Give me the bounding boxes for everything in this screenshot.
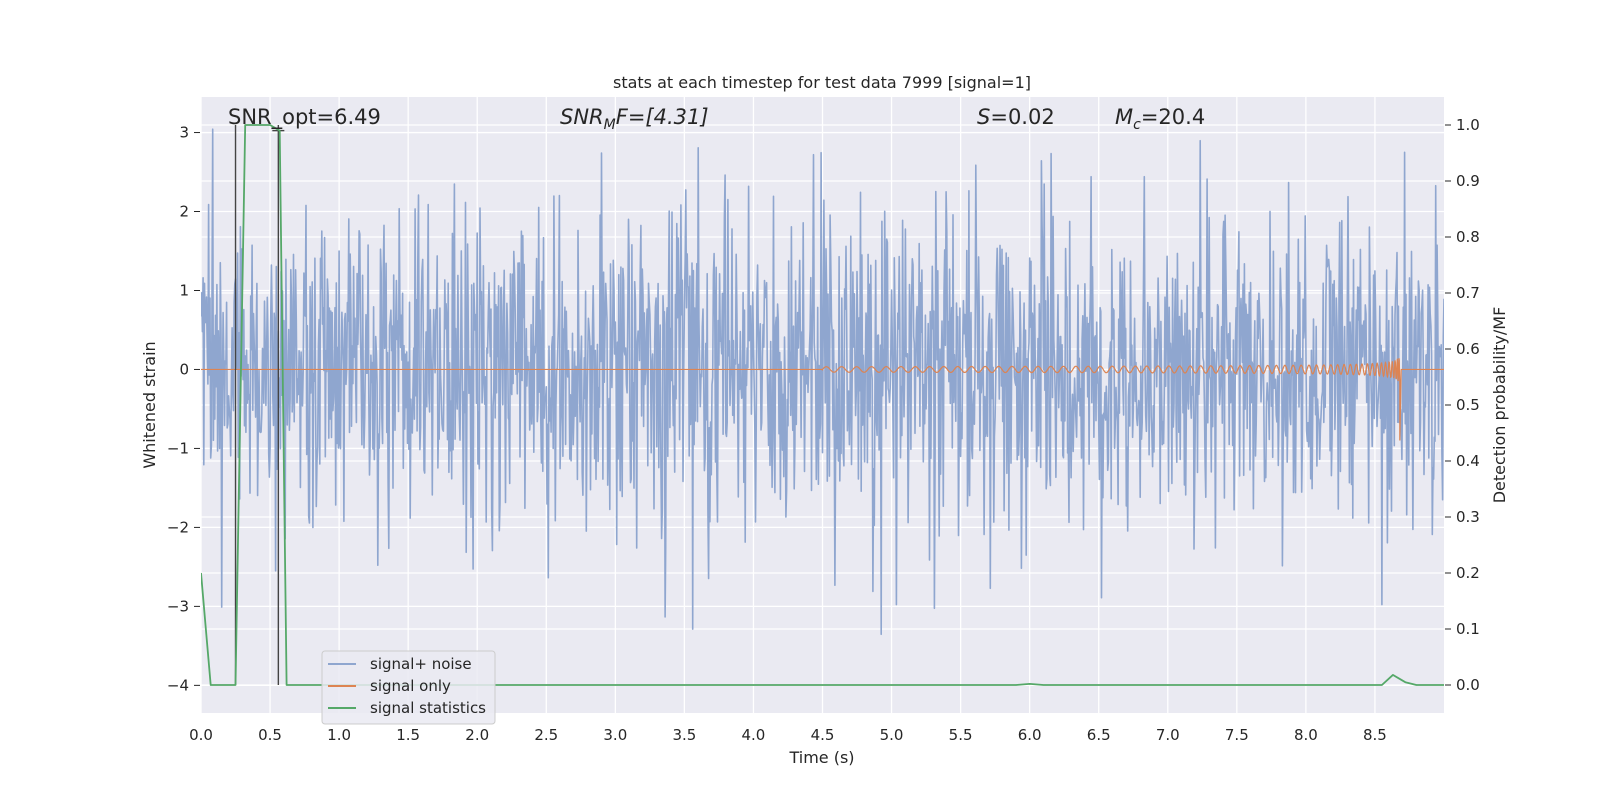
y-tick-label-left: 3 bbox=[179, 124, 189, 142]
legend-label-signal-only: signal only bbox=[370, 677, 451, 695]
x-tick-label: 5.0 bbox=[880, 726, 904, 744]
snr-mf-subscript: M bbox=[604, 117, 616, 133]
x-tick-label: 0.0 bbox=[189, 726, 213, 744]
x-tick-label: 4.0 bbox=[742, 726, 766, 744]
x-tick-label: 4.5 bbox=[811, 726, 835, 744]
y-tick-label-left: 1 bbox=[179, 281, 189, 299]
legend: signal+ noise signal only signal statist… bbox=[321, 650, 496, 725]
snr-mf-rest: F=[4.31] bbox=[616, 105, 709, 129]
x-tick-label: 1.0 bbox=[327, 726, 351, 744]
annotation-snr-mf: SNRMF=[4.31] bbox=[560, 105, 709, 133]
x-tick-label: 1.5 bbox=[396, 726, 420, 744]
y-tick-label-right: 0.5 bbox=[1456, 396, 1480, 414]
legend-label-signal-statistics: signal statistics bbox=[370, 699, 486, 717]
x-tick-label: 8.5 bbox=[1363, 726, 1387, 744]
y-tick-label-left: −3 bbox=[167, 597, 189, 615]
series-signal-only bbox=[201, 358, 1444, 441]
x-tick-label: 2.0 bbox=[465, 726, 489, 744]
s-value: =0.02 bbox=[990, 105, 1054, 129]
x-tick-label: 6.0 bbox=[1018, 726, 1042, 744]
x-tick-labels: 0.0 0.5 1.0 1.5 2.0 2.5 3.0 3.5 4.0 4.5 5.0 5.5 6.0 6… bbox=[189, 726, 1387, 744]
y-tick-label-right: 1.0 bbox=[1456, 116, 1480, 134]
y-tick-label-right: 0.2 bbox=[1456, 564, 1480, 582]
x-tick-label: 8.0 bbox=[1294, 726, 1318, 744]
left-y-tick-labels: −4 −3 −2 −1 0 1 2 3 bbox=[167, 124, 200, 694]
x-tick-label: 5.5 bbox=[949, 726, 973, 744]
mc-value: =20.4 bbox=[1141, 105, 1205, 129]
x-tick-label: 2.5 bbox=[534, 726, 558, 744]
y-tick-label-right: 0.4 bbox=[1456, 452, 1480, 470]
y-tick-label-right: 0.0 bbox=[1456, 676, 1480, 694]
series-signal-plus-noise bbox=[201, 128, 1444, 636]
x-tick-label: 7.0 bbox=[1156, 726, 1180, 744]
snr-mf-label: SNR bbox=[560, 105, 604, 129]
legend-label-signal-plus-noise: signal+ noise bbox=[370, 655, 472, 673]
x-tick-label: 6.5 bbox=[1087, 726, 1111, 744]
y-tick-label-right: 0.1 bbox=[1456, 620, 1480, 638]
y-tick-label-left: 2 bbox=[179, 203, 189, 221]
y-tick-label-right: 0.6 bbox=[1456, 340, 1480, 358]
annotation-mc: Mc=20.4 bbox=[1115, 105, 1205, 133]
y-tick-label-right: 0.8 bbox=[1456, 228, 1480, 246]
y-tick-label-left: −1 bbox=[167, 439, 189, 457]
y-axis-label-right: Detection probability/MF bbox=[1490, 307, 1509, 504]
y-tick-label-left: −4 bbox=[167, 676, 189, 694]
y-tick-label-right: 0.3 bbox=[1456, 508, 1480, 526]
y-axis-label-left: Whitened strain bbox=[140, 341, 159, 468]
series-signal-statistics bbox=[201, 124, 1444, 686]
annotation-s: S=0.02 bbox=[977, 105, 1055, 129]
chart-title: stats at each timestep for test data 799… bbox=[613, 73, 1031, 92]
s-label: S bbox=[977, 105, 990, 129]
right-y-tick-labels: 0.0 0.1 0.2 0.3 0.4 0.5 0.6 0.7 0.8 0.9 1.0 bbox=[1445, 116, 1480, 694]
legend-box bbox=[321, 650, 496, 725]
y-tick-label-left: 0 bbox=[179, 360, 189, 378]
x-tick-label: 7.5 bbox=[1225, 726, 1249, 744]
annotation-snr-opt: SNR_opt=6.49 bbox=[228, 105, 381, 130]
y-tick-label-left: −2 bbox=[167, 518, 189, 536]
y-tick-label-right: 0.7 bbox=[1456, 284, 1480, 302]
mc-label: M bbox=[1115, 105, 1133, 129]
y-tick-label-right: 0.9 bbox=[1456, 172, 1480, 190]
x-tick-label: 3.0 bbox=[603, 726, 627, 744]
mc-subscript: c bbox=[1133, 117, 1141, 133]
x-tick-label: 3.5 bbox=[672, 726, 696, 744]
x-axis-label: Time (s) bbox=[788, 748, 854, 767]
x-tick-label: 0.5 bbox=[258, 726, 282, 744]
